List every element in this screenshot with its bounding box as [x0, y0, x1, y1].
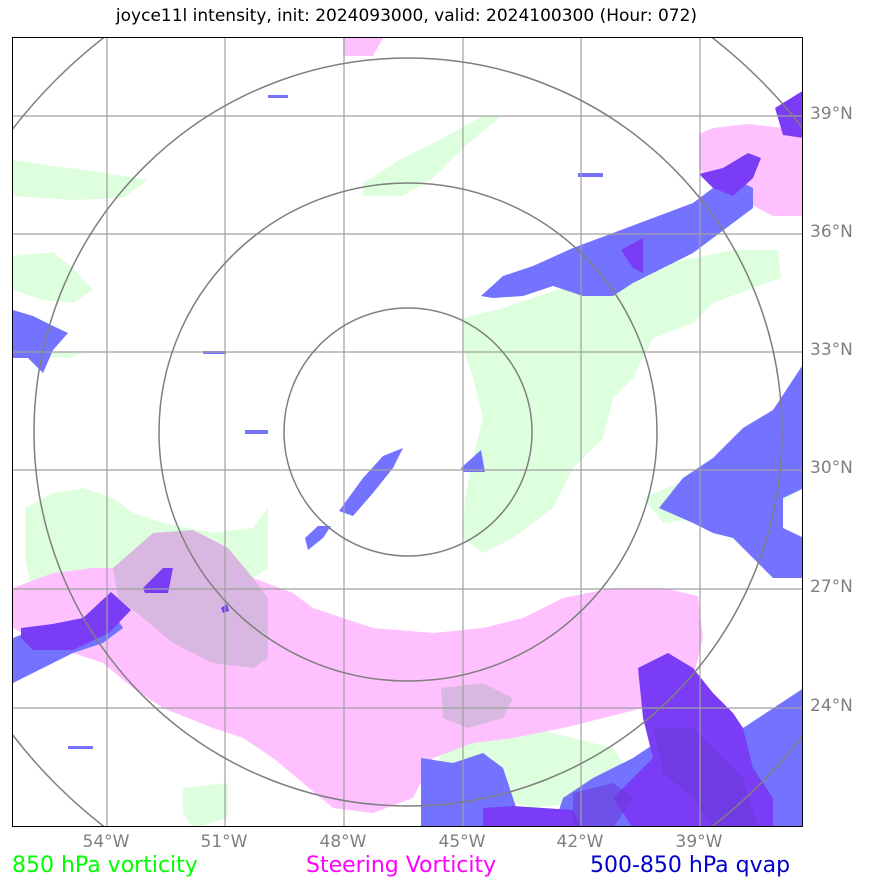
lon-label-51w: 51°W — [200, 832, 248, 852]
lon-label-42w: 42°W — [556, 832, 604, 852]
map-title: joyce11l intensity, init: 2024093000, va… — [115, 6, 698, 26]
map-panel — [12, 37, 803, 827]
lat-label-24n: 24°N — [810, 696, 853, 716]
lat-label-33n: 33°N — [810, 340, 853, 360]
overlap-layer — [113, 530, 513, 728]
range-rings — [13, 38, 802, 826]
graticule — [13, 38, 802, 826]
lon-label-54w: 54°W — [82, 832, 130, 852]
lat-label-39n: 39°N — [810, 104, 853, 124]
lon-label-48w: 48°W — [319, 832, 367, 852]
lat-label-27n: 27°N — [810, 577, 853, 597]
legend-steering-vorticity: Steering Vorticity — [306, 853, 497, 878]
lat-label-30n: 30°N — [810, 458, 853, 478]
qvap-deep-layer — [573, 728, 758, 826]
legend-850-vorticity: 850 hPa vorticity — [12, 853, 198, 878]
lon-label-45w: 45°W — [438, 832, 486, 852]
lon-label-39w: 39°W — [675, 832, 723, 852]
legend-qvap: 500-850 hPa qvap — [590, 853, 791, 878]
map-canvas — [13, 38, 802, 826]
lat-label-36n: 36°N — [810, 222, 853, 242]
